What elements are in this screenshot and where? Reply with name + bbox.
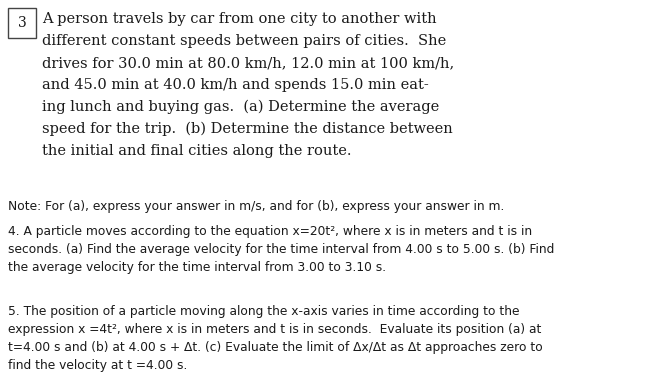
Text: 3: 3 xyxy=(18,16,27,30)
Text: ing lunch and buying gas.  (a) Determine the average: ing lunch and buying gas. (a) Determine … xyxy=(42,100,439,114)
Text: t=4.00 s and (b) at 4.00 s + Δt. (c) Evaluate the limit of Δx/Δt as Δt approache: t=4.00 s and (b) at 4.00 s + Δt. (c) Eva… xyxy=(8,341,543,354)
Text: 5. The position of a particle moving along the x-axis varies in time according t: 5. The position of a particle moving alo… xyxy=(8,305,519,318)
Text: and 45.0 min at 40.0 km/h and spends 15.0 min eat-: and 45.0 min at 40.0 km/h and spends 15.… xyxy=(42,78,429,92)
Text: A person travels by car from one city to another with: A person travels by car from one city to… xyxy=(42,12,437,26)
Text: seconds. (a) Find the average velocity for the time interval from 4.00 s to 5.00: seconds. (a) Find the average velocity f… xyxy=(8,243,554,256)
Text: the initial and final cities along the route.: the initial and final cities along the r… xyxy=(42,144,352,158)
Text: speed for the trip.  (b) Determine the distance between: speed for the trip. (b) Determine the di… xyxy=(42,122,453,136)
Text: the average velocity for the time interval from 3.00 to 3.10 s.: the average velocity for the time interv… xyxy=(8,261,386,274)
Text: Note: For (a), express your answer in m/s, and for (b), express your answer in m: Note: For (a), express your answer in m/… xyxy=(8,200,504,213)
Text: different constant speeds between pairs of cities.  She: different constant speeds between pairs … xyxy=(42,34,447,48)
Text: drives for 30.0 min at 80.0 km/h, 12.0 min at 100 km/h,: drives for 30.0 min at 80.0 km/h, 12.0 m… xyxy=(42,56,454,70)
Text: 4. A particle moves according to the equation x=20t², where x is in meters and t: 4. A particle moves according to the equ… xyxy=(8,225,532,238)
Bar xyxy=(8,8,36,38)
Text: find the velocity at t =4.00 s.: find the velocity at t =4.00 s. xyxy=(8,359,187,372)
Text: expression x =4t², where x is in meters and t is in seconds.  Evaluate its posit: expression x =4t², where x is in meters … xyxy=(8,323,541,336)
